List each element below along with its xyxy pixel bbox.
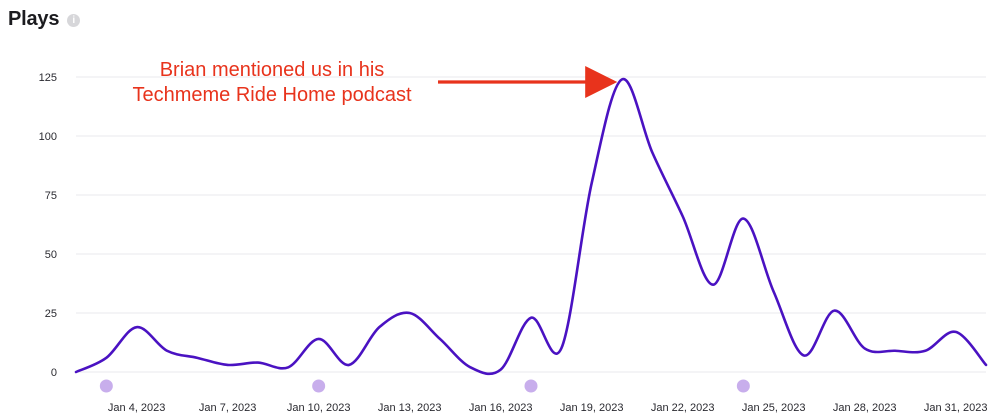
x-tick-label: Jan 19, 2023: [560, 402, 624, 414]
y-tick-label: 75: [45, 190, 57, 202]
chart-title: Plays: [8, 8, 60, 30]
grid-layer: [76, 76, 986, 373]
y-axis-ticks: 0 25 50 75 100 125: [39, 72, 57, 379]
episode-marker[interactable]: [312, 379, 326, 393]
y-tick-label: 50: [45, 249, 57, 261]
x-tick-label: Jan 10, 2023: [287, 402, 351, 414]
x-tick-label: Jan 28, 2023: [833, 402, 897, 414]
y-tick-label: 125: [39, 72, 57, 84]
episode-marker[interactable]: [736, 379, 750, 393]
y-tick-label: 100: [39, 131, 57, 143]
info-icon[interactable]: i: [67, 14, 81, 27]
y-tick-label: 0: [51, 367, 57, 379]
annotation-line-2: Techmeme Ride Home podcast: [132, 84, 411, 106]
x-tick-label: Jan 7, 2023: [199, 402, 257, 414]
x-tick-label: Jan 31, 2023: [924, 402, 988, 414]
y-tick-label: 25: [45, 308, 57, 320]
x-tick-label: Jan 4, 2023: [108, 402, 166, 414]
annotation-line-1: Brian mentioned us in his: [160, 59, 385, 81]
x-tick-label: Jan 16, 2023: [469, 402, 533, 414]
x-axis-ticks: Jan 4, 2023 Jan 7, 2023 Jan 10, 2023 Jan 13…: [108, 402, 988, 414]
x-tick-label: Jan 25, 2023: [742, 402, 806, 414]
chart-header: Plays i: [8, 8, 81, 31]
marker-layer: [99, 379, 750, 393]
x-tick-label: Jan 13, 2023: [378, 402, 442, 414]
x-tick-label: Jan 22, 2023: [651, 402, 715, 414]
episode-marker[interactable]: [99, 379, 113, 393]
plays-series-line: [74, 78, 988, 376]
episode-marker[interactable]: [524, 379, 538, 393]
